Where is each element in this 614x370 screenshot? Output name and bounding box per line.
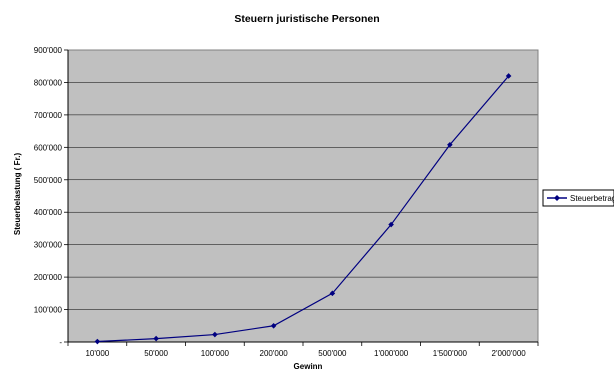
x-tick-label: 200'000 xyxy=(260,349,289,358)
y-tick-label: 600'000 xyxy=(34,143,63,152)
x-tick-label: 1'000'000 xyxy=(374,349,409,358)
x-axis-title: Gewinn xyxy=(294,362,323,370)
x-axis-tick-labels: 10'000 50'000 100'000 200'000 500'000 1'000'0… xyxy=(67,342,539,358)
data-point xyxy=(329,290,336,297)
data-point xyxy=(212,331,218,338)
data-point xyxy=(153,335,159,342)
legend-label-series-1: Steuerbetrag xyxy=(570,194,614,203)
x-tick-label: 10'000 xyxy=(85,349,109,358)
series-layer xyxy=(94,73,512,345)
data-point xyxy=(447,141,453,148)
plot-area xyxy=(68,50,538,342)
legend-box xyxy=(542,189,614,207)
y-axis-tick-labels: - 100'000 200'000 300'000 400'000 500'000 600'… xyxy=(34,46,68,347)
x-tick-label: 100'000 xyxy=(201,349,230,358)
x-tick-label: 2'000'000 xyxy=(492,349,527,358)
y-axis-title: Steuerbelastung ( Fr.) xyxy=(13,153,22,236)
x-tick-label: 1'500'000 xyxy=(433,349,468,358)
data-point xyxy=(505,73,512,79)
data-point xyxy=(270,322,277,329)
y-tick-label: - xyxy=(59,338,62,347)
y-tick-label: 200'000 xyxy=(34,273,63,282)
legend-series-marker xyxy=(554,195,560,201)
data-point xyxy=(388,221,394,228)
x-tick-label: 50'000 xyxy=(144,349,168,358)
y-tick-label: 500'000 xyxy=(34,176,63,185)
data-point xyxy=(94,338,101,345)
y-tick-label: 400'000 xyxy=(34,208,63,217)
y-tick-label: 900'000 xyxy=(34,46,63,55)
chart-title: Steuern juristische Personen xyxy=(234,13,379,25)
y-tick-label: 300'000 xyxy=(34,241,63,250)
legend: Steuerbetrag xyxy=(542,189,614,207)
y-tick-label: 100'000 xyxy=(34,306,63,315)
series-line xyxy=(97,75,510,343)
x-tick-label: 500'000 xyxy=(318,349,347,358)
y-tick-label: 700'000 xyxy=(34,111,63,120)
y-tick-label: 800'000 xyxy=(34,78,63,87)
